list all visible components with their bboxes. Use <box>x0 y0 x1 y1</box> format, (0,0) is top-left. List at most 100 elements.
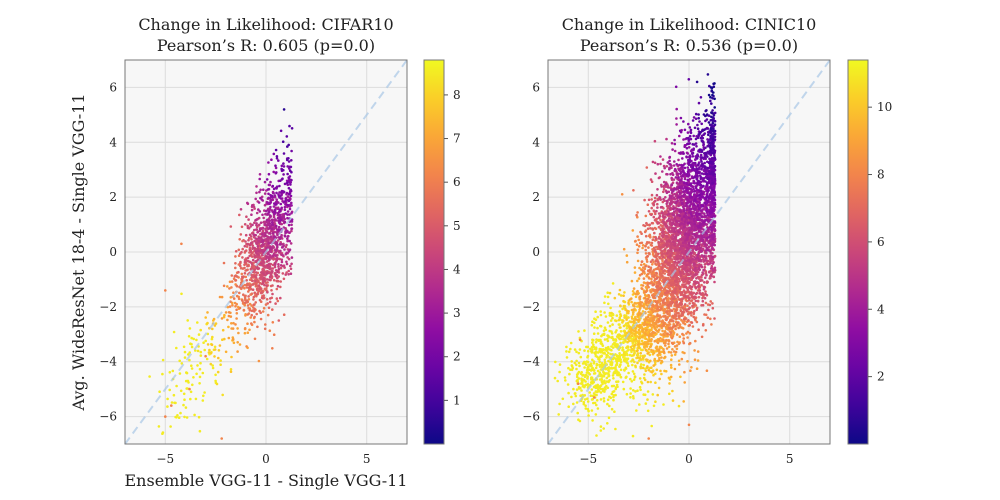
scatter-point <box>237 297 241 301</box>
scatter-point <box>618 373 622 377</box>
scatter-point <box>187 353 190 356</box>
scatter-point <box>622 351 626 355</box>
scatter-point <box>621 346 624 349</box>
scatter-point <box>711 306 715 310</box>
scatter-point <box>643 267 647 271</box>
scatter-point <box>258 287 261 291</box>
scatter-point <box>602 351 606 355</box>
scatter-point <box>611 323 614 326</box>
scatter-point <box>632 311 635 314</box>
scatter-point <box>258 190 261 194</box>
scatter-point <box>240 225 244 229</box>
scatter-point <box>587 409 590 413</box>
scatter-point <box>287 176 291 179</box>
scatter-point <box>185 416 189 419</box>
scatter-point <box>263 231 267 235</box>
scatter-point <box>665 310 669 313</box>
scatter-point <box>222 284 226 288</box>
scatter-point <box>650 206 653 210</box>
scatter-point <box>678 363 681 366</box>
scatter-point <box>654 322 658 326</box>
scatter-point <box>572 402 575 406</box>
scatter-point <box>253 337 257 341</box>
scatter-point <box>646 398 649 401</box>
scatter-point <box>660 253 664 256</box>
scatter-point <box>689 255 693 259</box>
scatter-point <box>161 372 164 376</box>
scatter-point <box>266 201 269 204</box>
scatter-point <box>567 391 570 395</box>
scatter-point <box>653 315 656 318</box>
scatter-point <box>279 280 283 283</box>
scatter-point <box>255 287 259 291</box>
scatter-point <box>703 263 707 266</box>
scatter-point <box>287 273 290 276</box>
scatter-point <box>219 363 222 367</box>
scatter-point <box>607 366 611 369</box>
scatter-point <box>648 329 651 333</box>
scatter-point <box>214 379 217 383</box>
scatter-point <box>608 379 611 382</box>
scatter-point <box>556 379 559 383</box>
scatter-point <box>655 276 659 280</box>
scatter-point <box>278 242 282 246</box>
scatter-point <box>682 267 686 270</box>
scatter-point <box>263 192 267 195</box>
scatter-point <box>585 371 589 374</box>
scatter-point <box>183 356 187 359</box>
scatter-point <box>577 351 581 355</box>
scatter-point <box>253 268 257 271</box>
scatter-point <box>690 314 693 317</box>
scatter-point <box>191 383 194 387</box>
scatter-point <box>615 319 618 323</box>
scatter-point <box>683 303 687 306</box>
scatter-point <box>591 358 594 362</box>
scatter-point <box>640 241 644 245</box>
scatter-point <box>255 222 258 225</box>
scatter-point <box>713 266 717 270</box>
scatter-point <box>675 303 679 306</box>
scatter-point <box>580 371 583 374</box>
scatter-point <box>660 267 663 271</box>
scatter-point <box>254 282 257 286</box>
scatter-point <box>257 201 261 204</box>
scatter-point <box>216 370 220 374</box>
scatter-point <box>663 252 666 255</box>
scatter-point <box>275 191 278 195</box>
scatter-point <box>267 192 270 196</box>
scatter-point <box>286 172 289 176</box>
scatter-point <box>178 372 182 375</box>
scatter-point <box>260 271 263 274</box>
scatter-point <box>248 328 251 332</box>
scatter-point <box>657 338 661 341</box>
scatter-point <box>272 170 276 174</box>
scatter-point <box>627 364 630 368</box>
scatter-point <box>646 352 649 355</box>
scatter-point <box>645 328 648 332</box>
scatter-point <box>603 379 606 383</box>
scatter-point <box>636 356 640 359</box>
scatter-point <box>631 434 635 438</box>
scatter-point <box>694 266 697 270</box>
scatter-point <box>657 237 661 240</box>
scatter-point <box>618 359 621 362</box>
scatter-point <box>615 314 619 317</box>
scatter-point <box>288 231 291 234</box>
scatter-point <box>266 264 270 267</box>
scatter-point <box>671 315 675 318</box>
scatter-point <box>659 224 663 227</box>
scatter-point <box>198 367 202 371</box>
scatter-point <box>272 215 276 219</box>
scatter-point <box>269 235 273 238</box>
scatter-point <box>625 318 628 321</box>
scatter-point <box>188 358 191 362</box>
scatter-point <box>682 317 686 321</box>
scatter-point <box>662 298 666 301</box>
scatter-point <box>258 173 262 176</box>
scatter-point <box>253 254 257 258</box>
scatter-point <box>558 370 561 374</box>
scatter-point <box>667 342 670 346</box>
scatter-point <box>258 273 262 277</box>
scatter-point <box>627 301 630 305</box>
scatter-point <box>608 348 611 351</box>
